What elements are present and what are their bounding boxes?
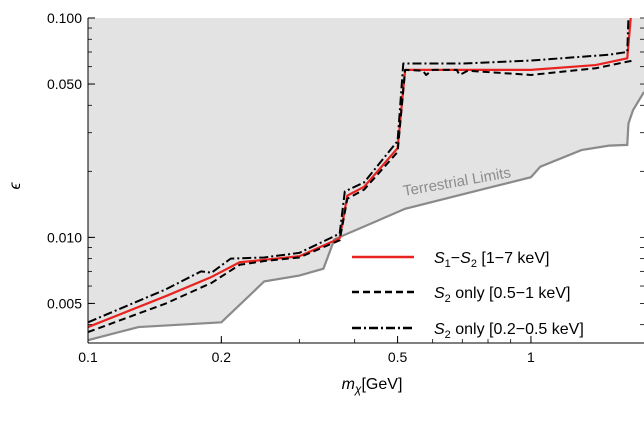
- excluded-region-fill: [88, 18, 644, 341]
- series-line-3: [88, 18, 630, 324]
- x-tick-label: 0.1: [78, 349, 98, 365]
- y-tick-label: 0.050: [47, 76, 82, 92]
- legend-label-1: S1−S2 [1−7 keV]: [434, 250, 549, 270]
- series-line-1: [88, 18, 632, 329]
- y-tick-label: 0.100: [47, 10, 82, 26]
- y-tick-label: 0.005: [47, 295, 82, 311]
- x-tick-label: 0.2: [212, 349, 232, 365]
- y-tick-label: 0.010: [47, 229, 82, 245]
- x-axis-label: mχ[GeV]: [342, 376, 403, 396]
- y-axis-label: ϵ: [7, 182, 24, 190]
- x-tick-label: 1: [527, 349, 535, 365]
- legend-label-3: S2 only [0.2−0.5 keV]: [434, 321, 584, 341]
- terrestrial-limits-boundary: [88, 91, 644, 342]
- x-tick-label: 0.5: [388, 349, 408, 365]
- legend-label-2: S2 only [0.5−1 keV]: [434, 285, 570, 305]
- series-line-2: [88, 59, 634, 334]
